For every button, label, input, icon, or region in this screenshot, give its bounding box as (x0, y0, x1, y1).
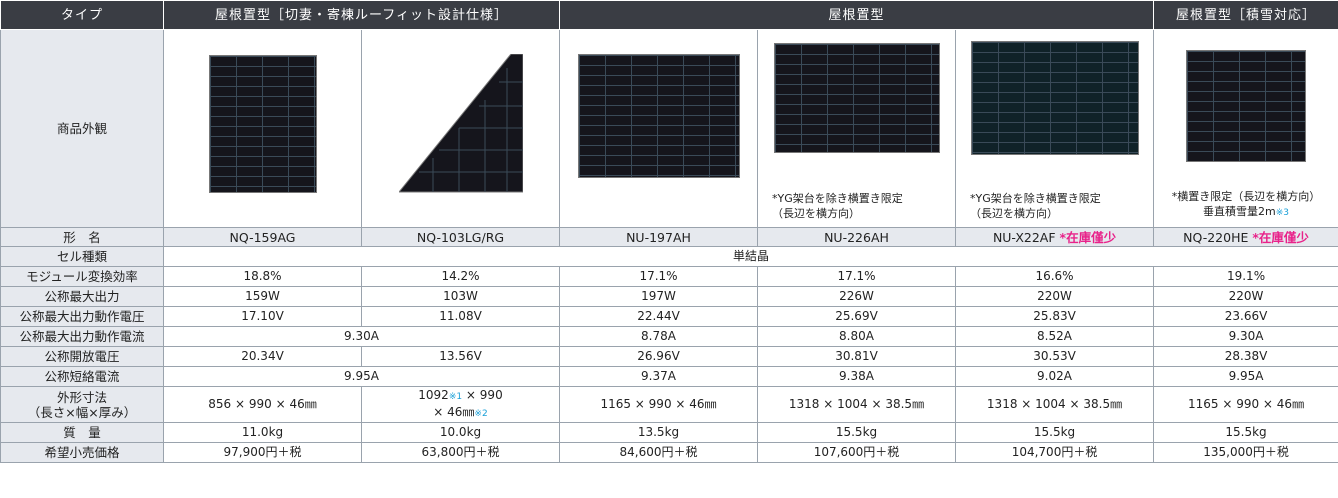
row-price: 希望小売価格 97,900円＋税 63,800円＋税 84,600円＋税 107,6… (0, 442, 1338, 463)
product-image-nq220he: *横置き限定（長辺を横方向） 垂直積雪量2m※3 (1153, 29, 1338, 228)
spec-table: タイプ 屋根置型［切妻・寄棟ルーフィット設計仕様］ 屋根置型 屋根置型［積雪対応… (0, 0, 1338, 463)
orientation-note: *YG架台を除き横置き限定 （長辺を横方向） (970, 192, 1101, 220)
row-label-model: 形 名 (0, 227, 164, 247)
low-stock-badge: *在庫僅少 (1059, 229, 1117, 245)
group-header-roof: 屋根置型 (558, 0, 1155, 30)
solar-panel-image (970, 41, 1139, 155)
row-open-voltage: 公称開放電圧 20.34V 13.56V 26.96V 30.81V 30.53V 2… (0, 346, 1338, 367)
model-row: 形 名 NQ-159AG NQ-103LG/RG NU-197AH NU-226… (0, 227, 1338, 247)
image-row: 商品外観 (0, 29, 1338, 228)
row-dimensions: 外形寸法 （長さ×幅×厚み） 856 × 990 × 46㎜ 1092※1 × 9… (0, 386, 1338, 423)
model-name: NU-X22AF *在庫僅少 (954, 227, 1155, 247)
group-header-roofit: 屋根置型［切妻・寄棟ルーフィット設計仕様］ (163, 0, 560, 30)
low-stock-badge: *在庫僅少 (1252, 229, 1309, 245)
model-name: NU-197AH (559, 227, 758, 247)
model-name: NQ-159AG (163, 227, 362, 247)
model-name: NQ-220HE *在庫僅少 (1153, 227, 1338, 247)
solar-panel-image (1186, 50, 1307, 162)
row-short-current: 公称短絡電流 9.95A 9.37A 9.38A 9.02A 9.95A (0, 366, 1338, 387)
solar-panel-image (773, 43, 940, 153)
solar-panel-image (577, 54, 740, 178)
type-header: タイプ (0, 0, 164, 30)
header-row: タイプ 屋根置型［切妻・寄棟ルーフィット設計仕様］ 屋根置型 屋根置型［積雪対応… (0, 0, 1338, 30)
row-efficiency: モジュール変換効率 18.8% 14.2% 17.1% 17.1% 16.6% 19.… (0, 266, 1338, 287)
row-cell-type: セル種類 単結晶 (0, 246, 1338, 267)
row-max-voltage: 公称最大出力動作電圧 17.10V 11.08V 22.44V 25.69V 25.… (0, 306, 1338, 327)
cell-type-value: 単結晶 (162, 246, 1338, 267)
row-label-appearance: 商品外観 (0, 29, 164, 228)
model-name: NU-226AH (757, 227, 956, 247)
row-mass: 質 量 11.0kg 10.0kg 13.5kg 15.5kg 15.5kg 15.5… (0, 422, 1338, 443)
row-max-output: 公称最大出力 159W 103W 197W 226W 220W 220W (0, 286, 1338, 307)
product-image-nq159ag (163, 29, 362, 228)
product-image-nu226ah: *YG架台を除き横置き限定 （長辺を横方向） (757, 29, 956, 228)
group-header-snow: 屋根置型［積雪対応］ (1153, 0, 1338, 30)
solar-panel-image (208, 55, 317, 193)
product-image-nq103lg (361, 29, 560, 228)
orientation-note: *YG架台を除き横置き限定 （長辺を横方向） (772, 192, 903, 220)
row-max-current: 公称最大出力動作電流 9.30A 8.78A 8.80A 8.52A 9.30A (0, 326, 1338, 347)
product-image-nu197ah (559, 29, 758, 228)
product-image-nux22af: *YG架台を除き横置き限定 （長辺を横方向） (954, 29, 1155, 228)
model-name: NQ-103LG/RG (361, 227, 560, 247)
solar-panel-trapezoid-image (398, 54, 523, 193)
snow-note: *横置き限定（長辺を横方向） 垂直積雪量2m※3 (1171, 190, 1321, 218)
